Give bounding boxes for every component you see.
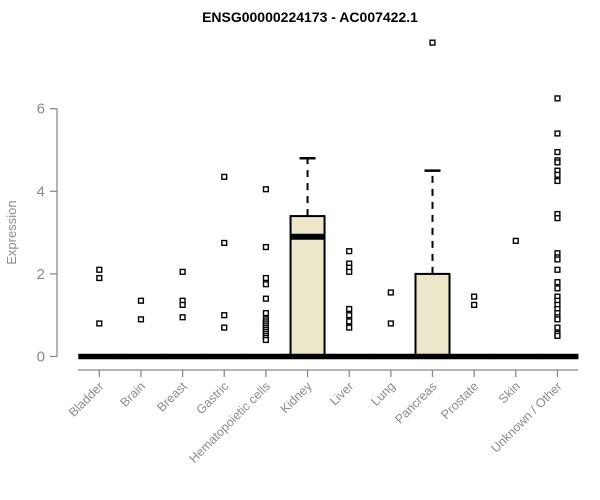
outlier-point-gastric bbox=[221, 173, 228, 180]
outlier-point-liver bbox=[346, 305, 353, 313]
y-axis-title: Expression bbox=[4, 200, 19, 264]
outlier-point-gastric bbox=[221, 239, 228, 247]
outlier-point-unknown-other bbox=[554, 316, 561, 323]
outlier-point-breast bbox=[179, 268, 186, 275]
outlier-point-unknown-other bbox=[554, 332, 561, 339]
x-tick-label: Bladder bbox=[66, 379, 106, 419]
outlier-point-bladder bbox=[96, 320, 103, 327]
outlier-point-unknown-other bbox=[554, 130, 561, 137]
outlier-point-liver bbox=[346, 318, 353, 325]
x-tick-label: Skin bbox=[496, 379, 523, 406]
outlier-point-prostate bbox=[471, 301, 478, 308]
x-tick-label: Hematopoietic cells bbox=[186, 379, 273, 466]
outlier-point-unknown-other bbox=[554, 285, 561, 292]
y-tick-label: 0 bbox=[37, 349, 45, 366]
x-tick-label: Brain bbox=[118, 379, 149, 410]
x-tick-label: Unknown / Other bbox=[488, 379, 564, 455]
outlier-point-hematopoietic-cells bbox=[262, 186, 270, 193]
outlier-point-hematopoietic-cells bbox=[262, 310, 270, 317]
outlier-point-liver bbox=[346, 312, 353, 319]
outlier-point-skin bbox=[512, 237, 519, 244]
outlier-point-unknown-other bbox=[554, 177, 561, 185]
outlier-point-hematopoietic-cells bbox=[262, 274, 270, 282]
outlier-point-liver bbox=[346, 268, 353, 275]
outlier-point-liver bbox=[346, 248, 353, 255]
outlier-point-hematopoietic-cells bbox=[262, 243, 270, 251]
box-pancreas bbox=[414, 272, 451, 358]
y-tick-label: 4 bbox=[37, 183, 45, 200]
outlier-point-gastric bbox=[221, 312, 228, 319]
y-tick-label: 6 bbox=[37, 101, 45, 118]
x-tick-label: Lung bbox=[368, 379, 398, 409]
outlier-point-unknown-other bbox=[554, 266, 561, 273]
outlier-point-unknown-other bbox=[554, 148, 561, 156]
x-tick-label: Gastric bbox=[193, 379, 231, 417]
outlier-point-gastric bbox=[221, 324, 228, 331]
outlier-point-unknown-other bbox=[554, 215, 561, 222]
outlier-point-pancreas bbox=[429, 39, 436, 46]
x-tick-label: Pancreas bbox=[392, 379, 439, 426]
outlier-point-unknown-other bbox=[554, 95, 561, 102]
x-tick-label: Liver bbox=[327, 379, 356, 408]
outlier-point-lung bbox=[387, 289, 394, 296]
outlier-point-unknown-other bbox=[554, 159, 561, 166]
outlier-point-unknown-other bbox=[554, 324, 561, 331]
outlier-point-brain bbox=[137, 297, 145, 304]
outlier-point-bladder bbox=[96, 274, 103, 282]
chart-title: ENSG00000224173 - AC007422.1 bbox=[202, 9, 418, 25]
x-tick-label: Kidney bbox=[278, 379, 315, 416]
outlier-point-unknown-other bbox=[554, 256, 561, 263]
outlier-point-breast bbox=[179, 314, 186, 321]
outlier-point-hematopoietic-cells bbox=[262, 336, 270, 344]
x-tick-label: Breast bbox=[154, 379, 190, 415]
outlier-point-breast bbox=[179, 301, 186, 308]
outlier-point-brain bbox=[137, 316, 145, 323]
outlier-point-hematopoietic-cells bbox=[262, 281, 270, 288]
outlier-point-hematopoietic-cells bbox=[262, 295, 270, 302]
y-tick-label: 2 bbox=[37, 266, 45, 283]
outlier-point-lung bbox=[387, 320, 394, 327]
x-tick-label: Prostate bbox=[438, 379, 481, 422]
outlier-point-liver bbox=[346, 324, 353, 331]
outlier-point-unknown-other bbox=[554, 171, 561, 178]
outlier-point-bladder bbox=[96, 266, 103, 273]
outlier-point-unknown-other bbox=[554, 279, 561, 286]
outlier-point-prostate bbox=[471, 293, 478, 300]
